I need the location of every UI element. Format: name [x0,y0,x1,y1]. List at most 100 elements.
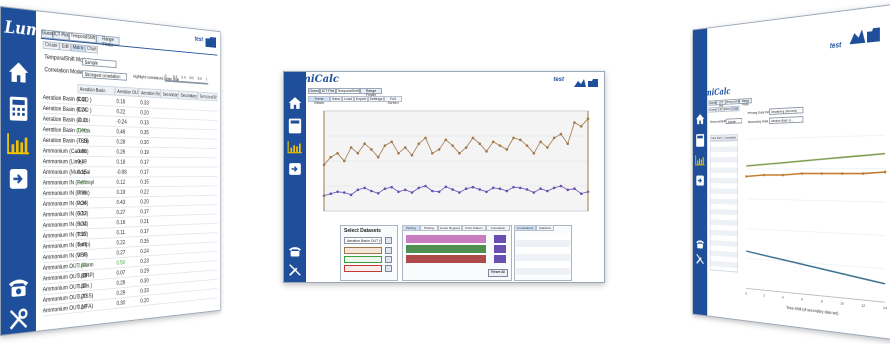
subtab-chart[interactable]: Chart [731,105,740,112]
tab-temporalshift[interactable]: TemporalShift [336,88,360,94]
secondary-select[interactable]: Aeration Basin (s... [769,116,804,124]
subtab-load[interactable]: Load [342,96,354,102]
timeshift-chart[interactable]: 0 2 4 6 8 10 12 14 Time Shift (of secondary data… [741,129,889,324]
cell-value: 0.50 [116,260,126,267]
home-icon[interactable] [287,96,303,110]
folder-icon[interactable] [205,36,217,48]
subtab-export[interactable]: Export [354,96,368,102]
tab-point-pattern[interactable]: Point Pattern [462,225,486,231]
color-swatch[interactable] [494,245,506,253]
tab-guest[interactable]: Guest [308,88,320,94]
table-row[interactable]: Ammonium (Muncipal 0.15 -0.08 0.17 [42,168,218,178]
dataset-slot-2[interactable] [344,256,382,263]
tab-correlations[interactable]: Correlations [514,225,536,231]
phone-icon[interactable] [695,237,705,249]
tab-annotation[interactable]: Annotation [486,225,510,231]
import-icon[interactable] [8,167,29,191]
correlations-grid [516,233,570,277]
tab-range-finder[interactable]: Range Finder [360,88,382,97]
data-point [390,185,393,189]
table-row[interactable]: Ammonium (Lime) 0.49 0.18 0.17 [42,157,218,168]
x-tick-label: 2 [763,293,765,297]
trend-chart[interactable] [310,105,602,223]
cell-value: 0.22 [116,109,126,116]
data-point [478,142,481,145]
cell-value: 0.32 [77,232,87,239]
reset-all-button[interactable]: Reset All [488,269,508,277]
subtab-trend-viewer[interactable]: Trend Viewer [308,96,330,105]
tab-statistics[interactable]: Statistics [536,225,554,231]
tab-guest[interactable]: Guest [708,100,717,106]
dataset-slot-1[interactable] [344,247,382,254]
x-axis-label: Time Shift (of secondary data set) [786,305,839,316]
subtab-edit[interactable]: Edit [716,106,724,113]
home-icon[interactable] [695,113,705,125]
data-point [451,188,454,191]
subtab-chart[interactable]: Chart [85,44,98,54]
tab-linear-regress[interactable]: Linear Regress [438,225,462,231]
data-point [464,187,468,190]
dataset-select[interactable]: Aeration Basin OUT (VFA) [344,237,382,244]
chart-bars-icon[interactable] [6,131,31,155]
phone-icon[interactable] [6,275,31,299]
tab-range-finder[interactable]: Range Finder [739,97,752,106]
sidebar: LumiCalc [0,7,81,335]
cell-value: 0.17 [140,160,149,166]
corr-mode-select[interactable]: Strongest correlation [82,70,127,81]
subtab-create[interactable]: Create [42,40,60,51]
model-select[interactable]: Sample [725,117,743,124]
primary-select[interactable]: Dewatering (Seconds) [769,106,804,115]
cell-value: 0.27 [116,210,126,217]
subtab-full-screen[interactable]: Full Screen [384,96,402,105]
data-point [862,172,865,175]
subtab-save[interactable]: Save [330,96,342,102]
dataset-color-button[interactable] [385,247,392,254]
tab-plotting-2[interactable]: Plotting [420,225,438,231]
tools-icon[interactable] [8,306,29,332]
cell-value: 0.20 [77,294,87,301]
calculator-icon[interactable] [8,95,29,122]
color-swatch[interactable] [494,235,506,243]
highlight-slider[interactable]: 0 0.2 0.4 0.6 0.8 1 [164,74,212,88]
subtab-matrix[interactable]: Matrix [70,43,86,53]
tab-temporalshift[interactable]: TemporalShift [725,98,742,105]
calculator-icon[interactable] [696,133,705,147]
calculator-icon[interactable] [288,118,302,134]
data-point [781,173,784,177]
data-point [478,188,481,191]
dataset-slot-3[interactable] [344,265,382,272]
toolbar-icons [849,26,880,45]
data-point [383,144,387,147]
data-point [763,173,766,177]
style-row[interactable] [406,255,486,263]
subtab-settings[interactable]: Settings [368,96,384,102]
subtab-edit[interactable]: Edit [59,42,71,52]
correlation-matrix: Aeration Basin (COD ) 0.41 0.16 0.33 Aeratio… [42,93,218,326]
dataset-color-button[interactable] [385,265,392,272]
col-header: Aeration Basin [77,83,115,96]
table-row[interactable]: Ammonium (Caustic) 0.00 0.26 0.19 [42,146,218,159]
phone-icon[interactable] [287,244,303,257]
data-point [512,185,515,189]
subtab-create[interactable]: Create [708,107,717,113]
data-point [390,140,393,144]
chart-bars-icon[interactable] [695,154,705,166]
data-point [471,185,475,189]
tools-icon[interactable] [288,263,302,277]
subtab-matrix[interactable]: Matrix [723,106,732,112]
tools-icon[interactable] [696,253,705,266]
dataset-color-button[interactable] [385,237,392,244]
model-select[interactable]: Sample [82,57,117,69]
dataset-color-button[interactable] [385,256,392,263]
data-point [566,188,569,192]
home-icon[interactable] [6,59,31,84]
color-swatch[interactable] [494,255,506,263]
tab-ict-plot[interactable]: ICT Plot [716,99,726,108]
import-icon[interactable] [696,175,705,187]
chart-bars-icon[interactable] [287,140,303,154]
style-row[interactable] [406,245,486,253]
import-icon[interactable] [288,162,302,176]
tab-plotting[interactable]: Plotting [402,225,420,231]
tab-ict-plot[interactable]: ICT Plot [320,88,336,94]
style-row[interactable] [406,235,486,243]
